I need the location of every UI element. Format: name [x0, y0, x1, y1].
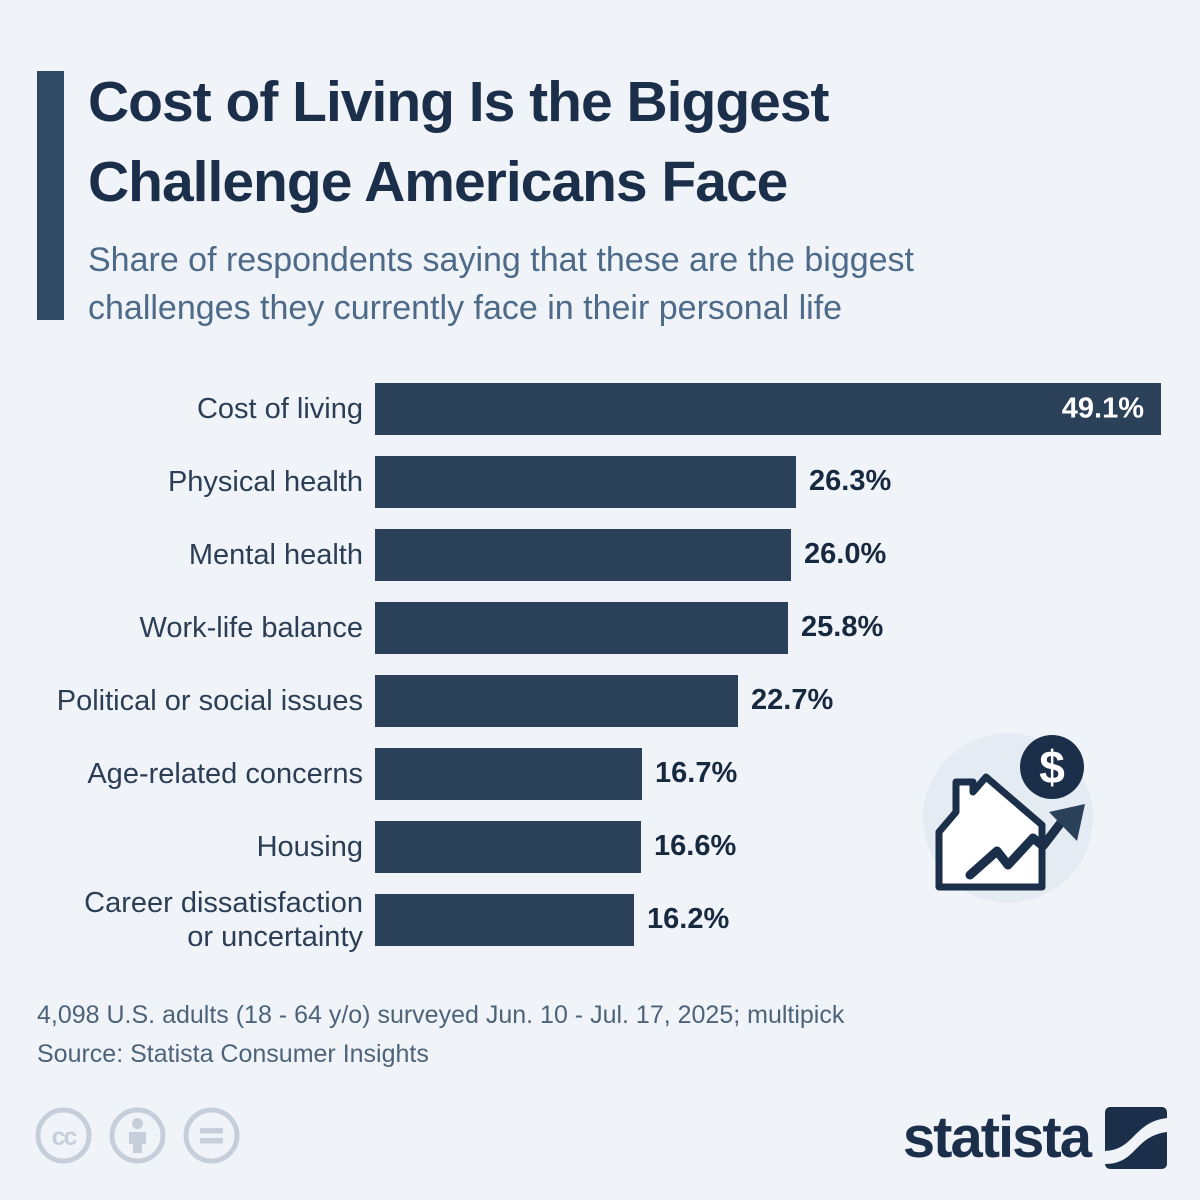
attribution-icon[interactable] — [109, 1107, 166, 1164]
bar-area: 49.1% — [375, 382, 1161, 435]
chart-row: Political or social issues 22.7% — [0, 664, 1200, 737]
category-label: Career dissatisfaction or uncertainty — [84, 886, 363, 953]
bar-area: 25.8% — [375, 601, 884, 654]
category-label: Cost of living — [196, 392, 363, 425]
svg-text:cc: cc — [52, 1123, 78, 1151]
source-note: Source: Statista Consumer Insights — [37, 1040, 429, 1068]
category-label: Work-life balance — [139, 611, 363, 644]
value-label: 16.2% — [647, 903, 730, 935]
chart-row: Career dissatisfaction or uncertainty 16.… — [0, 883, 1200, 956]
bar-area: 16.2% — [375, 893, 730, 946]
value-label: 26.0% — [804, 538, 887, 570]
dollar-circle-icon — [1020, 735, 1084, 799]
category-label: Age-related concerns — [87, 757, 363, 790]
page-subtitle-line2: challenges they currently face in their … — [88, 289, 843, 327]
category-label: Political or social issues — [56, 684, 363, 717]
chart-row: Housing 16.6% — [0, 810, 1200, 883]
chart-row: Cost of living 49.1% — [0, 372, 1200, 445]
bar — [375, 747, 642, 800]
bar — [375, 674, 738, 727]
statista-logo-mark — [1105, 1107, 1167, 1169]
dollar-sign-icon: $ — [1039, 741, 1065, 793]
bar — [375, 820, 641, 873]
bar: 49.1% — [375, 382, 1161, 435]
bar — [375, 455, 796, 508]
bar-area: 26.3% — [375, 455, 892, 508]
page-title: Cost of Living Is the Biggest Challenge … — [88, 62, 830, 222]
value-label: 25.8% — [801, 611, 884, 643]
cc-icon[interactable]: cc — [35, 1107, 92, 1164]
statista-logo[interactable]: statista — [903, 1106, 1167, 1170]
bar — [375, 601, 788, 654]
page-subtitle: Share of respondents saying that these a… — [88, 236, 914, 332]
housing-cost-rising-icon: $ — [920, 729, 1097, 906]
arrow-head-icon — [1049, 804, 1085, 841]
value-label: 26.3% — [809, 465, 892, 497]
license-badges: cc — [35, 1107, 240, 1164]
title-accent-bar — [37, 71, 64, 320]
trend-line-icon — [965, 811, 1071, 880]
chart-row: Physical health 26.3% — [0, 445, 1200, 518]
bar-chart: Cost of living 49.1% Physical health 26.3% M… — [0, 372, 1200, 956]
page-subtitle-line1: Share of respondents saying that these a… — [88, 241, 914, 279]
bar-area: 22.7% — [375, 674, 834, 727]
no-derivatives-icon[interactable] — [183, 1107, 240, 1164]
survey-note: 4,098 U.S. adults (18 - 64 y/o) surveyed… — [37, 1001, 845, 1029]
chart-row: Work-life balance 25.8% — [0, 591, 1200, 664]
category-label: Mental health — [188, 538, 363, 571]
bar — [375, 528, 791, 581]
page-title-line2: Challenge Americans Face — [88, 150, 788, 214]
value-label: 16.7% — [655, 757, 738, 789]
statista-wordmark: statista — [902, 1105, 1092, 1170]
bar-area: 26.0% — [375, 528, 887, 581]
bar-area: 16.7% — [375, 747, 738, 800]
value-label: 16.6% — [654, 830, 737, 862]
page-title-line1: Cost of Living Is the Biggest — [88, 70, 830, 134]
bar — [375, 893, 634, 946]
value-label: 49.1% — [1061, 392, 1144, 424]
value-label: 22.7% — [751, 684, 834, 716]
chart-row: Age-related concerns 16.7% — [0, 737, 1200, 810]
category-label: Physical health — [167, 465, 363, 498]
bar-area: 16.6% — [375, 820, 737, 873]
category-label: Housing — [256, 830, 363, 863]
chart-row: Mental health 26.0% — [0, 518, 1200, 591]
